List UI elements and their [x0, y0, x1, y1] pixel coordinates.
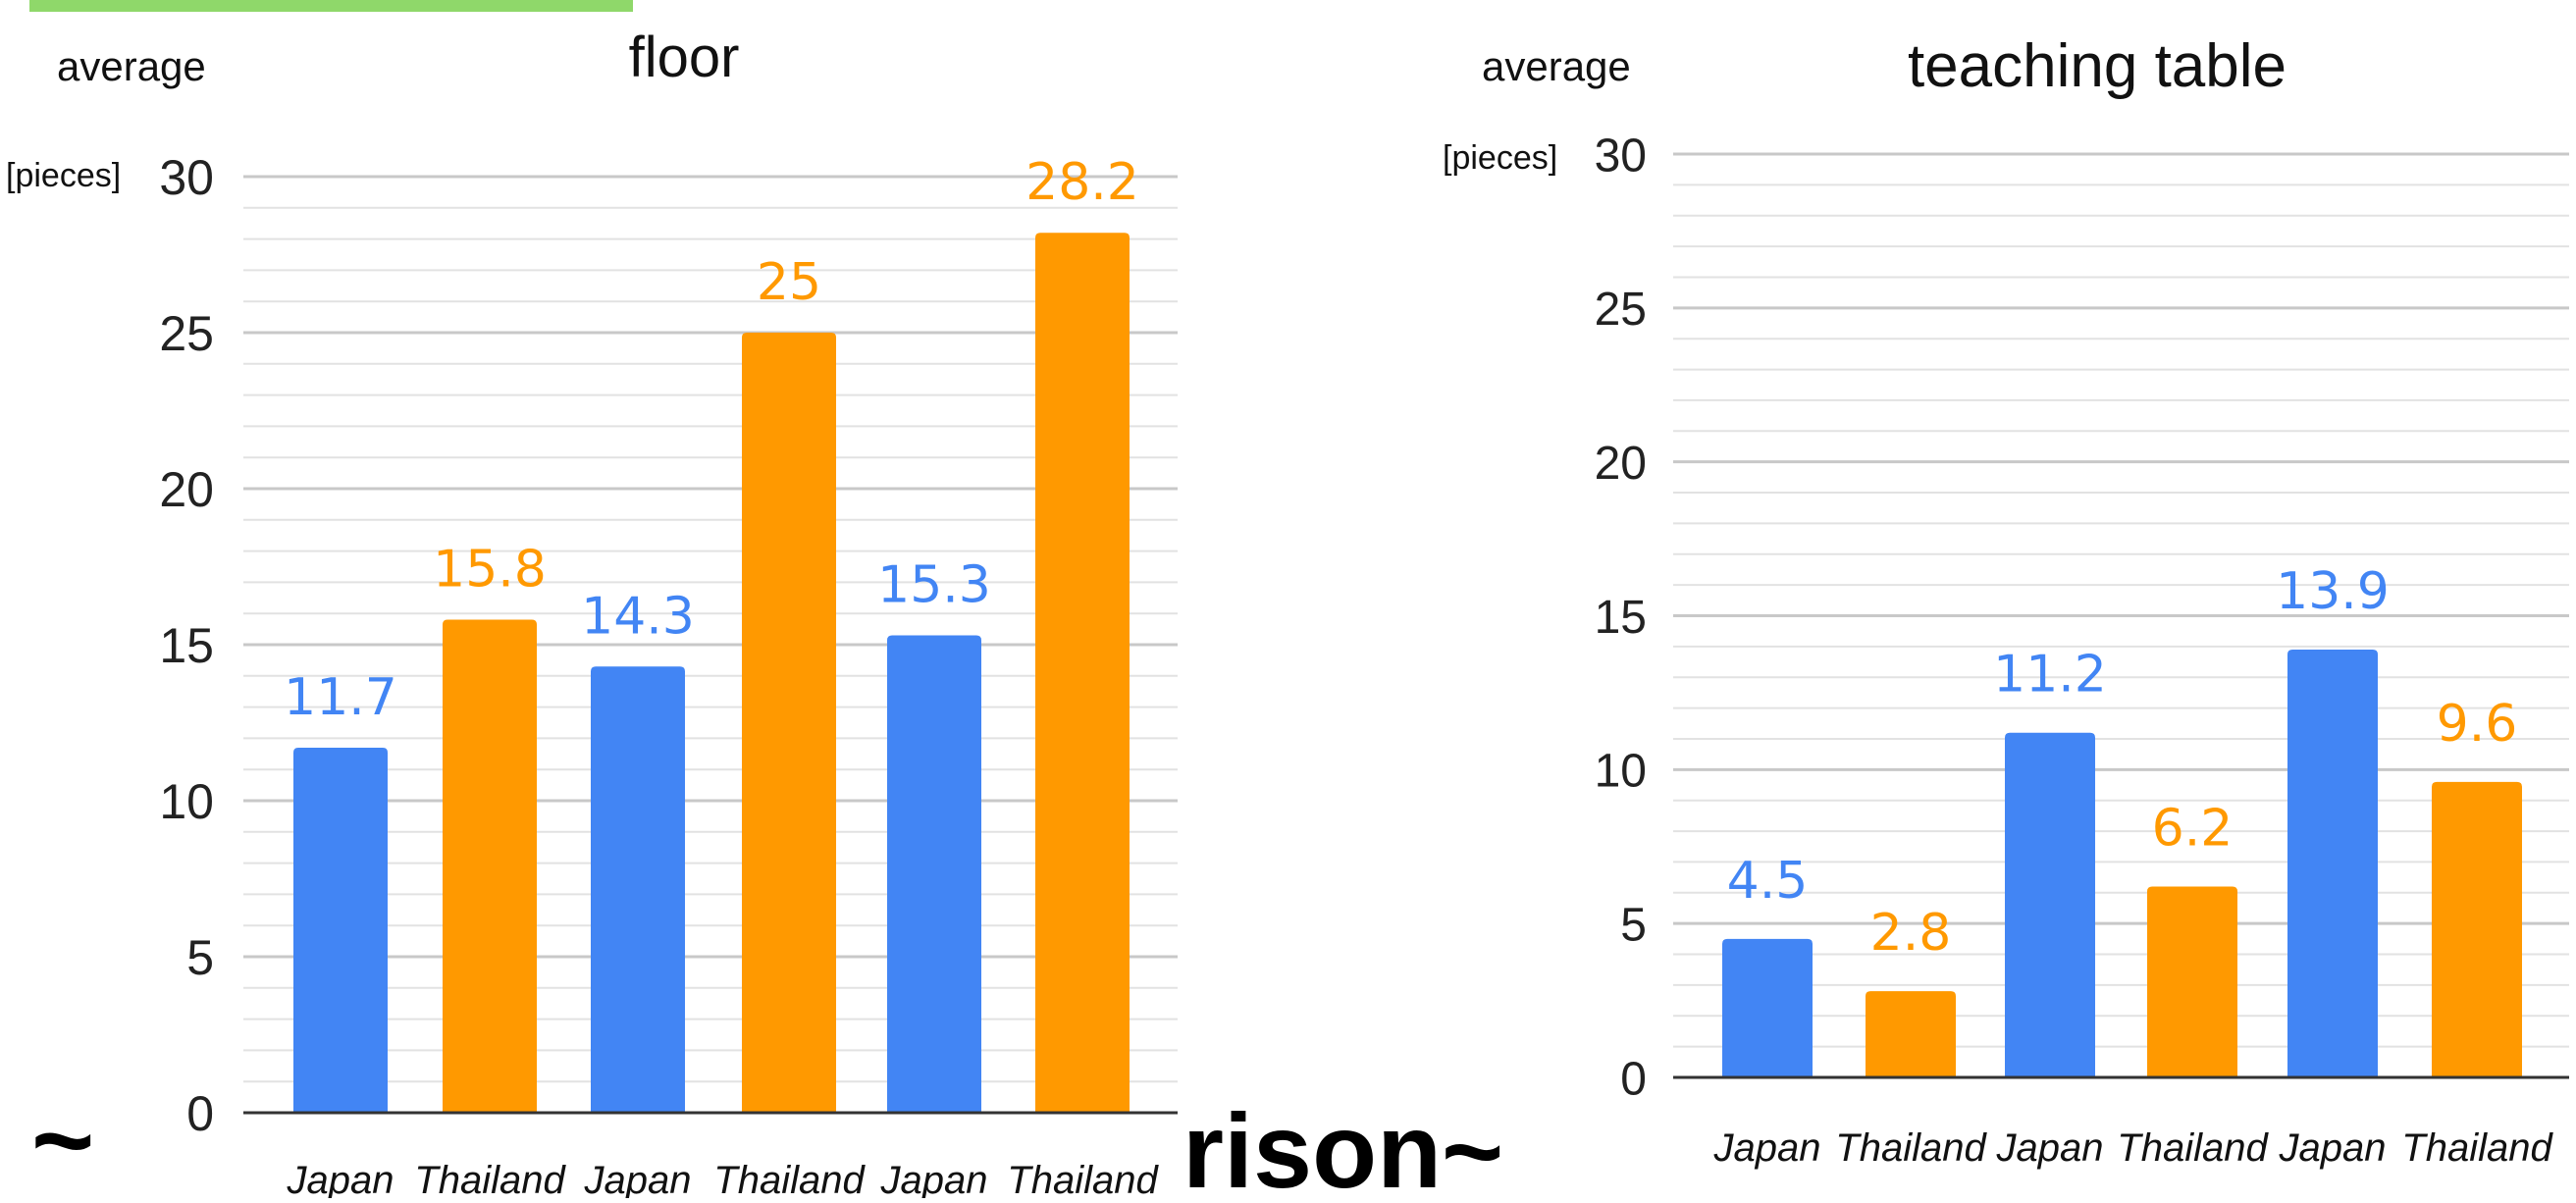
bar-japan-1 [293, 747, 388, 1113]
gridlines [1673, 152, 2569, 1048]
y-tick-label: 25 [1595, 284, 1647, 336]
bar-thailand-2 [443, 619, 537, 1113]
y-tick-label: 20 [159, 462, 214, 517]
x-category-label: Japan [1996, 1126, 2104, 1170]
value-labels: 11.7 15.8 14.3 25 15.3 28.2 [284, 153, 1139, 727]
background-overlay-text: rison~ [1183, 1091, 1503, 1198]
y-tick-label: 30 [1595, 130, 1647, 182]
y-tick-label: 30 [159, 150, 214, 205]
y-tick-label: 25 [159, 306, 214, 361]
y-tick-labels: 0 5 10 15 20 25 30 [1595, 130, 1647, 1105]
y-axis-label: average [57, 43, 206, 89]
bar-thailand-4 [2147, 886, 2237, 1077]
y-tick-label: 5 [186, 930, 214, 985]
x-category-label: Japan [584, 1159, 692, 1198]
x-category-label: Japan [880, 1159, 988, 1198]
x-category-labels: Japan Thailand Japan Thailand Japan Thailand [287, 1159, 1160, 1202]
y-tick-label: 0 [1620, 1053, 1647, 1105]
x-category-label: Thailand [2401, 1126, 2553, 1170]
bar-japan-1 [1722, 938, 1813, 1077]
x-category-label: Japan [2279, 1126, 2387, 1170]
y-tick-label: 10 [1595, 746, 1647, 798]
value-label: 15.8 [433, 541, 547, 600]
value-label: 11.7 [284, 668, 397, 727]
x-category-label: Thailand [713, 1159, 866, 1198]
x-category-label: Japan [287, 1159, 394, 1198]
value-label: 13.9 [2276, 562, 2390, 621]
bar-japan-3 [2005, 732, 2095, 1077]
x-category-label: Thailand [1007, 1159, 1159, 1198]
x-category-label: Thailand [2117, 1126, 2269, 1170]
y-tick-label: 5 [1620, 899, 1647, 951]
y-tick-label: 15 [1595, 592, 1647, 644]
x-category-label: Japan [1713, 1126, 1821, 1170]
chart-floor: 11.7 15.8 14.3 25 15.3 28.2 0 5 10 15 20 25 30 Japan T… [6, 26, 1178, 1202]
y-tick-labels: 0 5 10 15 20 25 30 [159, 150, 214, 1141]
value-label: 11.2 [1993, 646, 2107, 705]
bar-thailand-6 [2432, 781, 2522, 1077]
value-label: 25 [757, 253, 821, 312]
value-label: 14.3 [581, 587, 695, 646]
bars [1722, 650, 2522, 1077]
value-label: 9.6 [2437, 695, 2518, 754]
chart-title: teaching table [1908, 32, 2287, 100]
y-axis-unit: [pieces] [6, 157, 121, 194]
value-label: 2.8 [1870, 904, 1952, 963]
y-tick-label: 15 [159, 618, 214, 673]
y-axis-unit: [pieces] [1443, 139, 1557, 177]
y-axis-label: average [1482, 43, 1631, 89]
background-tilde-text: ~ [31, 1080, 94, 1198]
value-label: 15.3 [877, 555, 991, 614]
x-category-labels: Japan Thailand Japan Thailand Japan Thailand [1713, 1126, 2554, 1170]
bar-thailand-2 [1866, 991, 1956, 1077]
value-label: 6.2 [2152, 800, 2234, 859]
x-category-label: Thailand [1835, 1126, 1987, 1170]
value-labels: 4.5 2.8 11.2 6.2 13.9 9.6 [1727, 562, 2518, 963]
bar-thailand-6 [1035, 233, 1130, 1114]
value-label: 28.2 [1025, 153, 1139, 212]
bar-thailand-4 [742, 333, 836, 1113]
bar-japan-5 [2287, 650, 2378, 1077]
y-tick-label: 0 [186, 1086, 214, 1141]
bar-japan-5 [887, 635, 981, 1113]
bar-japan-3 [591, 666, 685, 1113]
bars [293, 233, 1130, 1114]
gridlines [243, 175, 1178, 1083]
accent-strip [29, 0, 633, 12]
y-tick-label: 20 [1595, 438, 1647, 490]
value-label: 4.5 [1727, 852, 1809, 911]
y-tick-label: 10 [159, 774, 214, 829]
x-category-label: Thailand [414, 1159, 566, 1198]
chart-title: floor [629, 26, 740, 89]
